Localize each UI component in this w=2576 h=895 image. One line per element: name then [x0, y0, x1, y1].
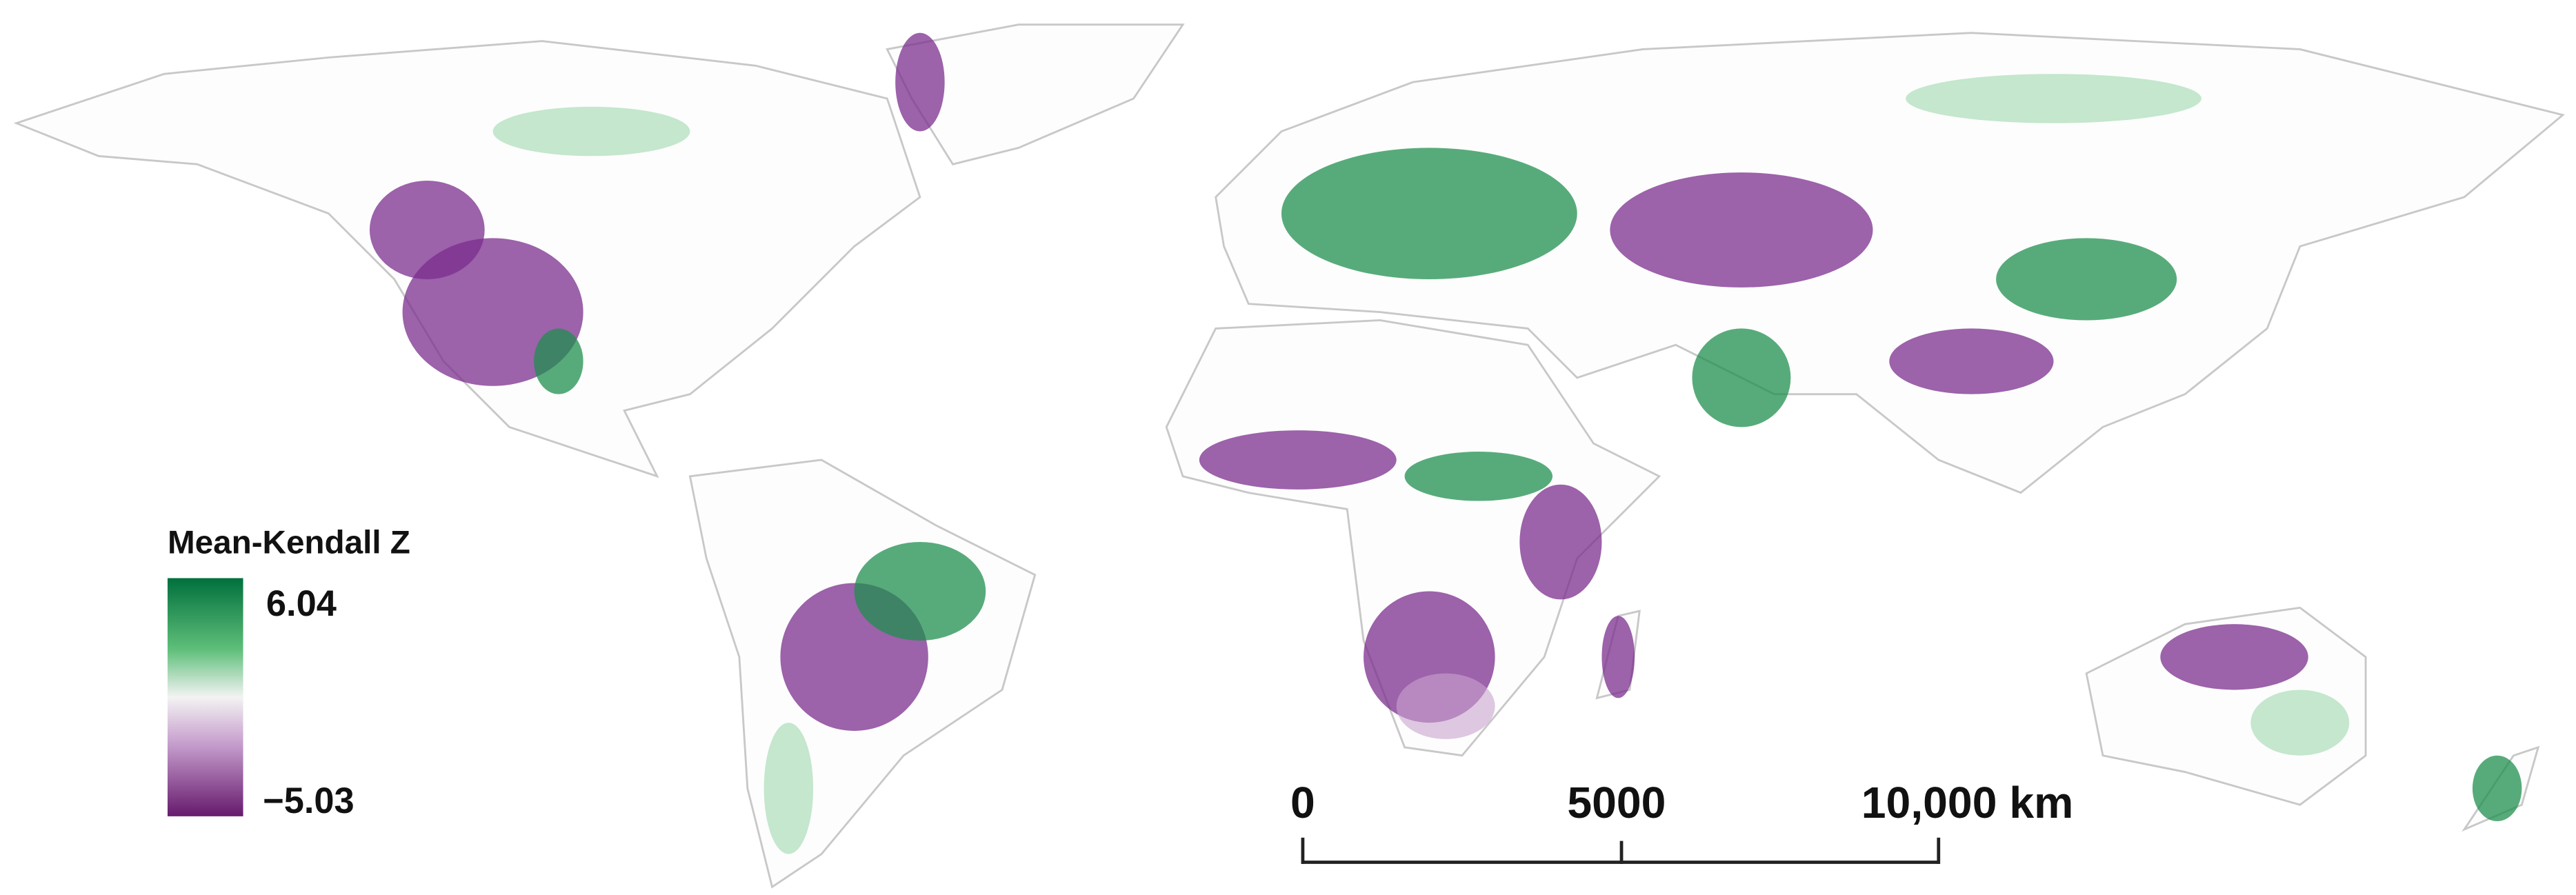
patch: [1996, 238, 2177, 321]
trend-patches: [369, 32, 2522, 854]
patch: [763, 723, 814, 854]
patch: [2160, 624, 2308, 690]
patch: [1396, 673, 1495, 739]
patch: [1610, 172, 1873, 288]
patch: [534, 328, 583, 394]
legend-ramp: [167, 578, 243, 816]
legend-max: 6.04: [266, 584, 337, 624]
scale-label: 10,000 km: [1861, 778, 2073, 827]
patch: [1199, 430, 1397, 490]
patch: [369, 181, 485, 279]
eurasia: [1215, 32, 2565, 494]
patch: [1906, 74, 2201, 123]
patch: [1601, 616, 1635, 698]
africa: [1165, 319, 1661, 757]
patch: [1404, 452, 1552, 501]
scale-label: 0: [1290, 778, 1315, 827]
legend-title: Mean-Kendall Z: [168, 525, 410, 561]
scale-label: 5000: [1567, 778, 1666, 827]
patch: [1889, 328, 2054, 394]
patch: [492, 106, 690, 157]
patch: [854, 542, 986, 641]
patch: [1281, 148, 1577, 279]
map-layer: Mean-Kendall Z 6.04 −5.03 0 5000 10,000 …: [13, 23, 2565, 889]
patch: [1692, 328, 1791, 428]
patch: [895, 32, 945, 132]
legend-min: −5.03: [263, 781, 355, 821]
scale-bar: [1301, 837, 1941, 864]
patch: [1519, 484, 1602, 600]
patch: [2250, 690, 2350, 756]
patch: [2472, 755, 2522, 821]
